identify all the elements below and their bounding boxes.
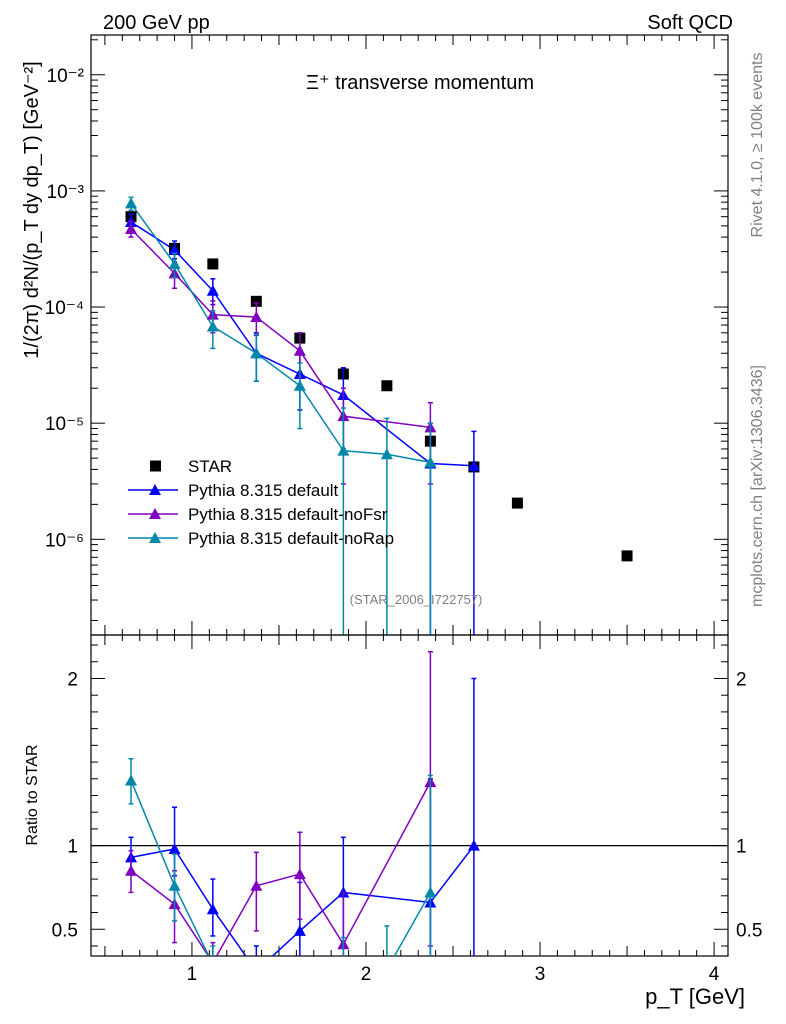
- ratio-point-norap: [424, 886, 437, 898]
- main-panel: 10⁻⁶ 10⁻⁵ 10⁻⁴ 10⁻³ 10⁻² Ξ⁺ transverse momen…: [21, 34, 729, 636]
- legend-marker-norap: [149, 532, 161, 543]
- ratio-panel: 0.5 0.5 1 1 2 2 1 2 3 4 Ratio to STAR p_T [GeV]: [24, 634, 762, 1009]
- data-point-nofsr: [293, 344, 306, 356]
- data-point-norap: [206, 320, 219, 332]
- rivet-label: Rivet 4.1.0, ≥ 100k events: [749, 53, 766, 238]
- x-tick-label: 1: [187, 964, 198, 985]
- legend-label-def: Pythia 8.315 default: [188, 481, 339, 500]
- data-point-norap: [125, 197, 138, 209]
- y-tick-label: 10⁻⁴: [45, 298, 84, 319]
- data-point-def: [206, 284, 219, 296]
- ratio-plot-frame: [90, 634, 729, 957]
- ratio-point-norap: [125, 774, 138, 786]
- star-data-point: [621, 550, 633, 562]
- x-tick-label: 4: [709, 964, 720, 985]
- main-y-axis-label: 1/(2π) d²N/(p_T dy dp_T) [GeV⁻²]: [21, 61, 43, 358]
- ratio-point-def: [250, 965, 262, 976]
- ratio-point-norap: [207, 958, 219, 969]
- legend-label-star: STAR: [188, 457, 232, 476]
- ratio-line-def: [130, 845, 475, 956]
- x-tick-label: 3: [535, 964, 546, 985]
- ratio-point-def: [467, 839, 480, 851]
- ratio-y-axis-label: Ratio to STAR: [24, 744, 41, 845]
- data-point-norap: [380, 448, 393, 460]
- ratio-point-nofsr: [207, 957, 219, 968]
- data-point-norap: [424, 456, 437, 468]
- legend-label-nofsr: Pythia 8.315 default-noFsr: [188, 505, 388, 524]
- ratio-point-nofsr: [125, 864, 138, 876]
- legend-marker-def: [149, 484, 161, 495]
- header-right: Soft QCD: [647, 12, 733, 34]
- ratio-y-tick-label: 1: [67, 837, 78, 858]
- main-plot-frame: [90, 34, 729, 636]
- ratio-point-def: [168, 843, 181, 854]
- ratio-line-norap: [130, 780, 432, 956]
- main-axis-ticks: 10⁻⁶ 10⁻⁵ 10⁻⁴ 10⁻³ 10⁻²: [45, 35, 728, 635]
- ratio-point-def: [206, 903, 219, 915]
- ratio-y-tick-label-right: 1: [736, 837, 747, 858]
- legend: STAR Pythia 8.315 default Pythia 8.315 def…: [128, 457, 394, 548]
- ratio-y-tick-label-right: 2: [736, 669, 747, 690]
- x-tick-label: 2: [361, 964, 372, 985]
- ratio-data-marks: [91, 650, 728, 984]
- ratio-y-tick-label: 0.5: [52, 920, 78, 941]
- ratio-point-def: [293, 924, 306, 936]
- data-point-nofsr: [250, 311, 263, 323]
- legend-marker-nofsr: [149, 508, 161, 519]
- y-tick-label: 10⁻³: [47, 182, 85, 203]
- ratio-point-norap: [337, 970, 349, 981]
- data-point-nofsr: [125, 222, 138, 234]
- data-point-norap: [250, 347, 263, 359]
- data-point-norap: [293, 379, 306, 391]
- legend-label-norap: Pythia 8.315 default-noRap: [188, 529, 394, 548]
- header-left: 200 GeV pp: [103, 12, 210, 34]
- ratio-y-tick-label-right: 0.5: [736, 920, 762, 941]
- data-point-def: [467, 459, 480, 471]
- x-axis-label: p_T [GeV]: [645, 984, 745, 1009]
- analysis-watermark: (STAR_2006_I722757): [350, 592, 483, 607]
- ratio-y-tick-label: 2: [67, 669, 78, 690]
- ratio-point-nofsr: [293, 868, 306, 880]
- data-point-norap: [168, 257, 181, 269]
- ratio-point-norap: [381, 963, 393, 974]
- series-line-norap: [130, 202, 431, 464]
- star-data-point: [250, 295, 262, 307]
- legend-marker-star: [150, 460, 161, 472]
- ratio-point-norap: [168, 879, 181, 891]
- main-data-marks: [125, 196, 633, 635]
- series-line-def: [130, 221, 474, 467]
- ratio-point-norap: [250, 970, 262, 981]
- y-tick-label: 10⁻²: [47, 66, 85, 87]
- star-data-point: [381, 380, 393, 392]
- data-point-norap: [337, 444, 350, 456]
- mcplots-label: mcplots.cern.ch [arXiv:1306.3436]: [749, 365, 766, 607]
- star-data-point: [511, 497, 523, 509]
- ratio-point-norap: [294, 973, 306, 984]
- data-point-def: [168, 243, 181, 255]
- ratio-axis-ticks: 0.5 0.5 1 1 2 2 1 2 3 4: [52, 635, 762, 985]
- main-title: Ξ⁺ transverse momentum: [306, 72, 534, 94]
- ratio-line-nofsr: [130, 781, 432, 956]
- star-data-point: [207, 258, 219, 270]
- ratio-point-nofsr: [250, 879, 263, 891]
- y-tick-label: 10⁻⁶: [45, 530, 84, 551]
- y-tick-label: 10⁻⁵: [45, 414, 84, 435]
